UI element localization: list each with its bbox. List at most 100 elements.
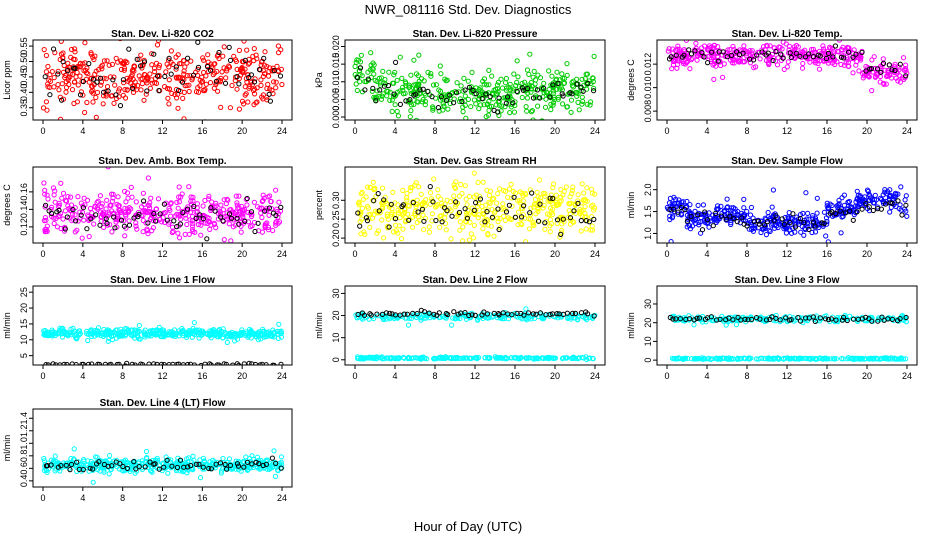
reference-point [371,198,377,204]
reference-point [525,310,532,316]
sample-point [493,102,499,108]
sample-point [150,218,156,224]
sample-point [495,191,501,197]
sample-point [112,82,118,88]
reference-point [806,51,812,57]
sample-point [259,205,265,211]
reference-point [521,203,527,209]
sample-point [165,470,171,476]
sample-point [212,330,219,336]
sample-point [568,200,574,206]
reference-point [744,223,750,229]
sample-point [258,62,264,68]
reference-point [222,80,229,86]
reference-point [262,208,268,214]
sample-point [591,53,597,60]
reference-point [780,55,786,61]
reference-point [788,54,794,61]
sample-point [820,43,826,49]
reference-point [778,51,784,57]
reference-point [427,184,433,190]
sample-point [531,68,537,75]
reference-point [55,71,61,77]
sample-point [548,101,554,108]
sample-point [75,194,81,200]
x-tick-label: 4 [392,126,397,136]
sample-point [731,60,737,66]
sample-point [261,71,268,77]
sample-point [831,356,837,362]
sample-point [502,217,508,223]
sample-point [173,66,179,72]
sample-point [538,195,544,201]
sample-point [49,204,55,210]
reference-point [484,209,490,215]
sample-point [390,189,396,195]
sample-point [499,103,505,109]
sample-point [427,121,431,125]
sample-point [273,79,279,85]
sample-point [125,466,131,473]
sample-point [107,222,113,228]
reference-point [414,311,420,317]
sample-point [275,220,281,226]
sample-point [89,330,95,336]
reference-point [897,316,903,322]
sample-point [130,461,136,467]
sample-point [556,201,562,208]
reference-point [246,74,252,81]
panel-title: Stan. Dev. Li-820 Temp. [732,29,843,40]
sample-point [534,356,540,362]
reference-point [84,226,90,232]
sample-point [169,90,175,97]
sample-point [741,59,748,65]
sample-point [182,64,188,70]
reference-point [838,54,845,60]
sample-point [579,94,585,100]
reference-point [675,209,681,215]
sample-point [580,197,586,203]
sample-point [378,355,384,361]
sample-point [241,101,247,107]
sample-point [781,66,787,73]
sample-point [184,208,191,214]
sample-point [133,223,139,229]
sample-point [90,479,96,485]
sample-point [413,117,420,120]
sample-point [179,191,185,197]
sample-point [220,455,226,462]
sample-point [816,66,823,72]
sample-point [181,76,187,83]
sample-point [464,202,470,208]
sample-point [486,199,492,205]
sample-point [201,69,207,76]
sample-point [184,221,190,228]
reference-point [180,210,186,216]
sample-point [200,212,206,218]
sample-point [81,195,87,201]
sample-point [173,74,179,80]
sample-point [421,227,427,233]
x-tick-label: 16 [197,371,207,381]
reference-point [72,65,78,72]
sample-point [175,230,181,236]
sample-point [259,229,265,235]
reference-point [817,315,823,321]
reference-point [757,316,763,322]
sample-point [133,199,139,205]
sample-point [368,62,374,68]
reference-point [681,52,687,58]
sample-point [210,329,216,335]
sample-point [249,212,255,218]
sample-point [106,212,112,218]
sample-point [416,52,422,58]
sample-point [202,197,208,204]
reference-point [692,48,698,54]
reference-point [846,49,852,55]
sample-point [486,82,492,88]
sample-point [735,58,741,64]
sample-point [107,202,113,208]
sample-point [251,58,257,64]
sample-point [900,55,907,61]
sample-point [205,52,211,58]
